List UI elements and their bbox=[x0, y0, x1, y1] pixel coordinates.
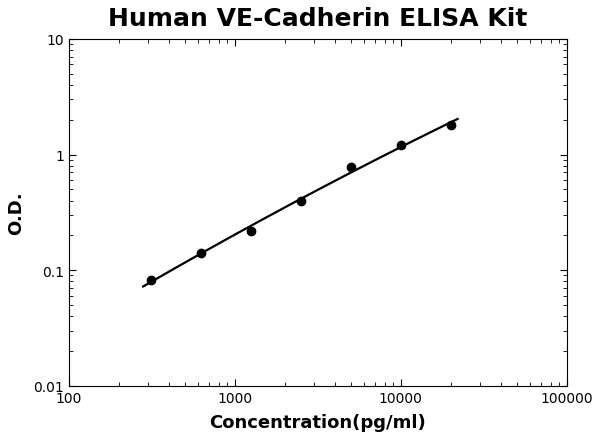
X-axis label: Concentration(pg/ml): Concentration(pg/ml) bbox=[209, 413, 426, 431]
Y-axis label: O.D.: O.D. bbox=[7, 191, 25, 235]
Title: Human VE-Cadherin ELISA Kit: Human VE-Cadherin ELISA Kit bbox=[108, 7, 527, 31]
